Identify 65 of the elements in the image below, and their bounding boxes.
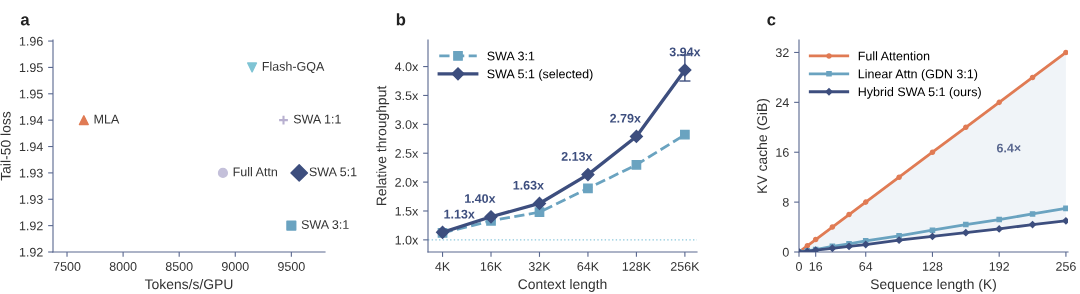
y-tick-label: 1.93 (19, 195, 43, 204)
legend-label: Linear Attn (GDN 3:1) (858, 69, 978, 81)
x-tick-label: 8500 (165, 262, 193, 271)
legend-label: SWA 5:1 (selected) (487, 69, 593, 81)
x-tick-label: 128K (622, 262, 651, 271)
series-label: Full Attn (233, 167, 277, 177)
x-tick-label: 0 (796, 262, 802, 271)
x-tick-label: 4K (435, 262, 451, 271)
legend-label: Hybrid SWA 5:1 (ours) (858, 87, 981, 99)
chart-title: a (20, 16, 30, 26)
y-tick-label: 4.0x (394, 62, 419, 72)
x-tick-label: 256K (670, 262, 700, 271)
chart-title: c (767, 16, 776, 26)
x-tick-label: 9000 (221, 262, 249, 271)
y-tick-label: 0 (782, 247, 789, 257)
x-tick-label: 16K (480, 262, 502, 271)
x-tick-label: 7500 (53, 262, 81, 271)
y-tick-label: 1.94 (19, 115, 43, 125)
y-tick-label: 1.96 (19, 36, 43, 46)
y-tick-label: 3.0x (395, 120, 419, 129)
y-tick-label: 2.0x (395, 177, 419, 187)
x-tick-label: 128 (922, 262, 943, 271)
y-tick-label: 1.94 (19, 142, 43, 152)
x-tick-label: 64 (859, 262, 873, 271)
y-tick-label: 16 (776, 148, 789, 157)
data-label: 1.63x (513, 180, 544, 190)
y-axis-title: KV cache (GiB) (756, 99, 770, 193)
series-label: Flash-GQA (262, 61, 325, 74)
y-tick-label: 2.5x (395, 149, 419, 158)
x-axis-title: Tokens/s/GPU (144, 278, 233, 290)
y-tick-label: 1.92 (19, 221, 43, 231)
y-axis-title: Tail-50 loss (0, 111, 11, 181)
y-tick-label: 1.5x (395, 206, 419, 216)
x-tick-label: 8000 (109, 262, 137, 271)
y-tick-label: 32 (775, 48, 789, 58)
chart-title: b (396, 13, 406, 26)
data-label: 3.94x (669, 47, 701, 57)
series-label: SWA 1:1 (293, 114, 341, 124)
x-axis-title: Context length (518, 278, 607, 292)
y-tick-label: 24 (776, 98, 789, 107)
series-label: MLA (94, 114, 120, 124)
data-label: 2.79x (610, 113, 641, 123)
legend-label: SWA 3:1 (487, 51, 535, 61)
y-tick-label: 8 (782, 197, 789, 207)
y-tick-label: 1.93 (19, 168, 43, 178)
x-tick-label: 9500 (278, 262, 305, 271)
legend-label: Full Attention (858, 51, 930, 61)
x-axis-title: Sequence length (K) (870, 278, 996, 292)
series-label: SWA 5:1 (309, 167, 357, 177)
x-tick-label: 16 (809, 262, 823, 271)
y-tick-label: 1.95 (19, 89, 43, 99)
y-tick-label: 1.92 (19, 247, 43, 257)
series-label: SWA 3:1 (301, 220, 349, 229)
y-axis-title: Relative throughput (376, 85, 390, 206)
y-tick-label: 3.5x (395, 91, 419, 101)
x-tick-label: 256 (1056, 262, 1076, 271)
y-tick-label: 1.0x (395, 235, 419, 245)
x-tick-label: 64K (577, 262, 599, 271)
y-tick-label: 1.95 (19, 63, 43, 73)
x-tick-label: 32K (528, 262, 551, 271)
data-label: 1.40x (465, 194, 496, 203)
data-label: 1.13x (444, 209, 475, 219)
x-tick-label: 192 (989, 262, 1009, 271)
annotation: 6.4× (996, 143, 1021, 153)
data-label: 2.13x (561, 151, 593, 161)
